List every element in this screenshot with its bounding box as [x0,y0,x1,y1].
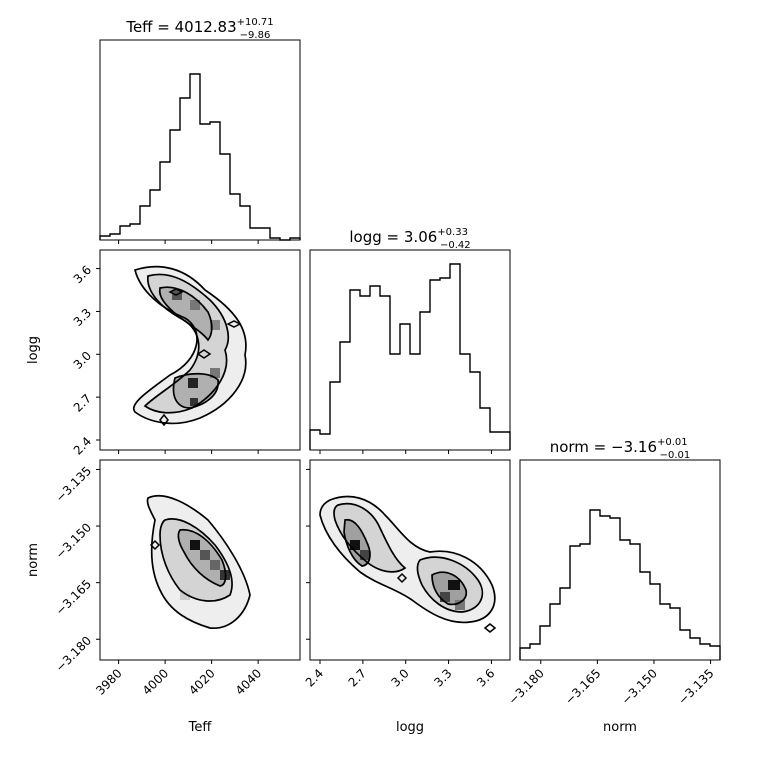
panel-frame-Teff-vs-Teff [99,39,301,241]
x-tick-label-norm: −3.180 [506,666,547,707]
histogram-Teff [99,73,301,241]
title-logg: logg = 3.06+0.33 −0.42 [349,227,470,251]
ylabel-norm: norm [26,543,41,577]
histogram-norm [519,509,721,660]
x-tick-label-logg: 2.4 [303,666,326,689]
title-norm: norm = −3.16+0.01 −0.01 [550,437,691,461]
x-tick-label-Teff: 4040 [233,666,264,697]
y-tick-label-norm: −3.180 [53,633,94,674]
axes-and-histograms: 3980 4000 4020 4040 2.4 2.7 3.0 3.3 3.6 −3.180 −3.… [53,39,721,708]
x-tick-label-Teff: 3980 [93,666,124,697]
x-tick-label-logg: 2.7 [346,666,369,689]
panel-frame-norm-vs-norm [519,459,721,661]
y-tick-label-norm: −3.165 [53,577,94,618]
xlabel-logg: logg [396,720,424,735]
density-panel-norm-vs-teff [146,494,251,629]
x-tick-label-norm: −3.150 [619,666,660,707]
panel-frame-logg-vs-logg [309,249,511,451]
x-tick-label-Teff: 4000 [140,666,171,697]
y-tick-label-logg: 3.3 [71,306,94,329]
y-tick-label-norm: −3.150 [53,520,94,561]
panel-frame-norm-vs-Teff [99,459,301,661]
panel-frame-norm-vs-logg [309,459,511,661]
density-panel-logg-vs-teff [132,265,247,427]
y-tick-label-logg: 2.4 [71,434,94,457]
title-teff: Teff = 4012.83+10.71 −9.86 [125,17,273,41]
x-tick-label-norm: −3.165 [562,666,603,707]
histogram-logg [309,263,511,450]
xlabel-teff: Teff [188,720,213,735]
y-tick-label-norm: −3.135 [53,464,94,505]
x-tick-label-norm: −3.135 [675,666,716,707]
x-tick-label-logg: 3.6 [474,666,497,689]
x-tick-label-Teff: 4020 [186,666,217,697]
ylabel-logg: logg [26,336,41,364]
density-panel-norm-vs-logg [319,495,497,633]
panel-frame-logg-vs-Teff [99,249,301,451]
x-tick-label-logg: 3.0 [388,666,411,689]
x-tick-label-logg: 3.3 [431,666,454,689]
xlabel-norm: norm [603,720,637,735]
y-tick-label-logg: 3.0 [71,349,94,372]
y-tick-label-logg: 3.6 [71,263,94,286]
y-tick-label-logg: 2.7 [71,391,94,414]
